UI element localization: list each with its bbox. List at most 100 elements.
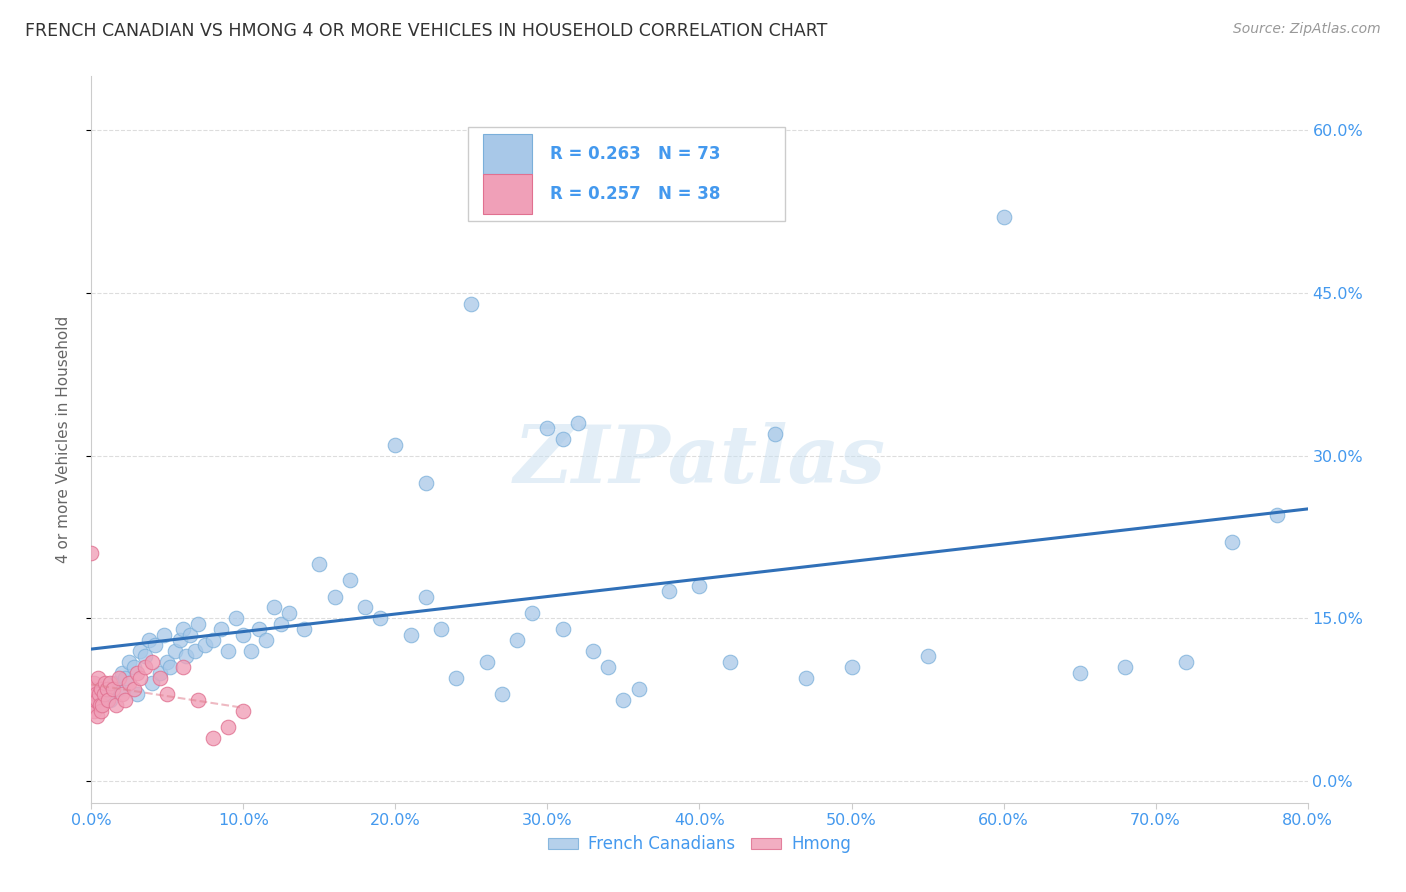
Y-axis label: 4 or more Vehicles in Household: 4 or more Vehicles in Household xyxy=(56,316,70,563)
Point xyxy=(187,692,209,706)
Point xyxy=(339,574,361,588)
Text: Source: ZipAtlas.com: Source: ZipAtlas.com xyxy=(1233,22,1381,37)
Point xyxy=(598,660,620,674)
Point xyxy=(149,665,172,680)
Point xyxy=(104,698,127,713)
Point xyxy=(491,687,513,701)
Point xyxy=(149,671,172,685)
Point xyxy=(96,681,118,696)
Point xyxy=(163,644,186,658)
Point xyxy=(263,600,285,615)
Point xyxy=(86,692,108,706)
Point xyxy=(225,611,247,625)
Point xyxy=(103,676,125,690)
Point xyxy=(159,660,181,674)
Text: FRENCH CANADIAN VS HMONG 4 OR MORE VEHICLES IN HOUSEHOLD CORRELATION CHART: FRENCH CANADIAN VS HMONG 4 OR MORE VEHIC… xyxy=(25,22,828,40)
Point xyxy=(460,296,482,310)
Point xyxy=(765,426,787,441)
Point xyxy=(240,644,263,658)
Point xyxy=(582,644,605,658)
Point xyxy=(86,709,108,723)
Point xyxy=(384,438,406,452)
Point xyxy=(107,671,129,685)
Point xyxy=(91,698,114,713)
Point xyxy=(475,655,498,669)
Point xyxy=(94,676,117,690)
FancyBboxPatch shape xyxy=(468,127,785,221)
Point xyxy=(93,687,115,701)
Point xyxy=(217,720,239,734)
Point xyxy=(1220,535,1243,549)
Point xyxy=(141,655,163,669)
Point xyxy=(202,731,225,745)
Point xyxy=(254,633,277,648)
Point xyxy=(87,687,110,701)
Point xyxy=(756,194,779,208)
Point xyxy=(97,692,120,706)
Point xyxy=(101,681,124,696)
Text: ZIPatlas: ZIPatlas xyxy=(513,423,886,500)
Point xyxy=(179,627,201,641)
Point xyxy=(172,660,194,674)
Point xyxy=(118,655,141,669)
Point xyxy=(80,546,103,560)
Point xyxy=(90,681,112,696)
Point xyxy=(83,704,105,718)
Point xyxy=(1175,655,1198,669)
FancyBboxPatch shape xyxy=(484,174,531,214)
Point xyxy=(96,687,118,701)
Point xyxy=(153,627,176,641)
Point xyxy=(122,681,145,696)
Point xyxy=(129,644,152,658)
Point xyxy=(415,475,437,490)
Point xyxy=(107,681,129,696)
Point xyxy=(270,616,292,631)
Point xyxy=(114,671,136,685)
Point xyxy=(1265,508,1288,523)
Point xyxy=(209,622,232,636)
Point xyxy=(98,692,121,706)
FancyBboxPatch shape xyxy=(484,134,531,174)
Point xyxy=(111,687,134,701)
Point xyxy=(82,681,104,696)
Point xyxy=(194,639,217,653)
Point xyxy=(172,622,194,636)
Point xyxy=(134,649,156,664)
Point xyxy=(134,660,156,674)
Point xyxy=(89,698,111,713)
Point xyxy=(430,622,453,636)
Point xyxy=(125,687,148,701)
Point xyxy=(567,416,589,430)
Point xyxy=(292,622,315,636)
Point xyxy=(89,704,111,718)
Point xyxy=(129,671,152,685)
Point xyxy=(308,557,330,571)
Point xyxy=(184,644,207,658)
Text: R = 0.257   N = 38: R = 0.257 N = 38 xyxy=(550,185,720,203)
Point xyxy=(627,681,650,696)
Point xyxy=(917,649,939,664)
Point xyxy=(174,649,197,664)
Point xyxy=(718,655,741,669)
Point xyxy=(84,687,107,701)
Point xyxy=(118,676,141,690)
Point xyxy=(217,644,239,658)
Point xyxy=(993,210,1015,224)
Point xyxy=(1114,660,1136,674)
Point xyxy=(444,671,467,685)
Point xyxy=(169,633,191,648)
Point xyxy=(141,676,163,690)
Point xyxy=(111,665,134,680)
Legend: French Canadians, Hmong: French Canadians, Hmong xyxy=(541,829,858,860)
Point xyxy=(368,611,391,625)
Point xyxy=(156,687,179,701)
Point xyxy=(247,622,270,636)
Point xyxy=(232,627,254,641)
Point xyxy=(658,584,681,599)
Point xyxy=(522,606,544,620)
Point xyxy=(551,622,574,636)
Point xyxy=(84,692,107,706)
Point xyxy=(82,698,104,713)
Point xyxy=(551,432,574,446)
Point xyxy=(83,676,105,690)
